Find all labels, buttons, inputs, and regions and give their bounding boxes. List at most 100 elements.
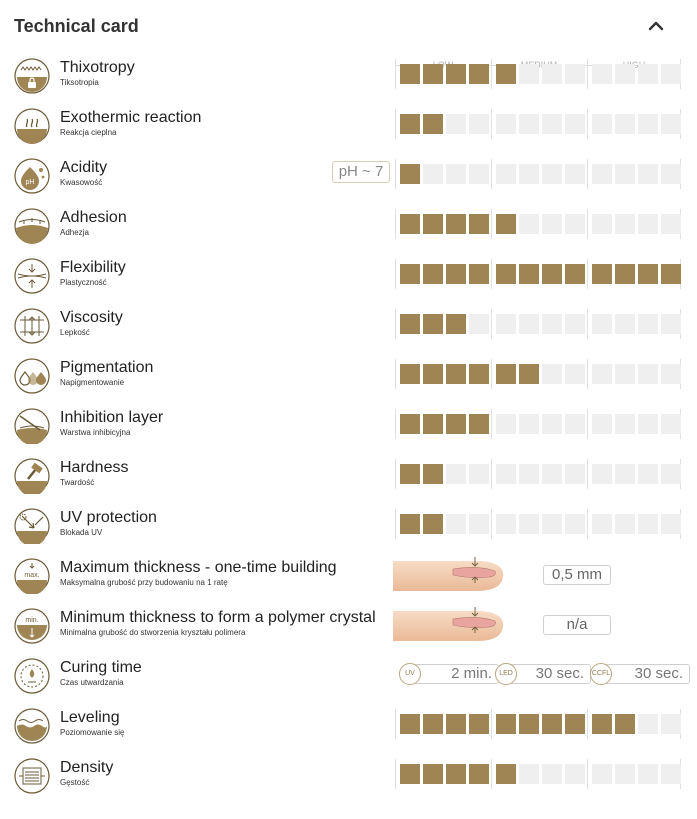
level-cell-filled [400,514,420,534]
curing-time-uv: 2 min. UV [399,663,499,685]
level-cell-empty [661,714,681,734]
level-cell-empty [615,514,635,534]
level-cell-filled [423,114,443,134]
property-subtitle: Blokada UV [60,528,103,537]
property-name: Maximum thickness - one-time building [60,559,337,576]
property-subtitle: Warstwa inhibicyjna [60,428,131,437]
level-separator [491,409,492,439]
property-subtitle: Gęstość [60,778,90,787]
level-cell-filled [496,214,516,234]
technical-card-header[interactable]: Technical card [14,14,674,38]
level-separator [395,359,396,389]
level-cell-empty [615,64,635,84]
level-cell-filled [446,264,466,284]
level-cell-empty [615,364,635,384]
curing-time-icon [14,658,50,694]
curing-time-led: 30 sec. LED [495,663,591,685]
level-cell-empty [592,164,612,184]
level-cell-filled [661,264,681,284]
level-separator [587,59,588,89]
level-cell-filled [400,714,420,734]
level-cell-filled [638,264,658,284]
level-meter [395,759,681,789]
level-cell-empty [661,364,681,384]
thickness-value: 0,5 mm [543,565,611,585]
level-cell-filled [592,264,612,284]
level-cell-empty [565,114,585,134]
property-row: Pigmentation Napigmentowanie [14,355,684,399]
property-name: Flexibility [60,259,126,276]
level-cell-empty [592,464,612,484]
property-subtitle: Adhezja [60,228,89,237]
level-cell-empty [661,314,681,334]
level-cell-filled [469,714,489,734]
property-row: Flexibility Plastyczność [14,255,684,299]
level-cell-empty [565,314,585,334]
level-cell-filled [423,514,443,534]
property-subtitle: Reakcja cieplna [60,128,117,137]
level-cell-filled [592,714,612,734]
level-cell-filled [615,714,635,734]
level-cell-filled [469,214,489,234]
level-cell-empty [519,64,539,84]
property-name: Leveling [60,709,120,726]
min-thickness-icon: min. [14,608,50,644]
level-cell-filled [400,264,420,284]
property-row: Density Gęstość [14,755,684,799]
level-cell-empty [565,164,585,184]
level-separator [395,409,396,439]
level-separator [491,109,492,139]
level-separator [395,59,396,89]
level-cell-empty [446,514,466,534]
level-cell-filled [496,264,516,284]
level-separator [587,309,588,339]
level-cell-filled [469,364,489,384]
level-separator [395,259,396,289]
level-cell-empty [661,464,681,484]
level-separator [587,109,588,139]
level-cell-empty [592,64,612,84]
level-cell-empty [661,414,681,434]
level-cell-empty [592,514,612,534]
level-separator [395,309,396,339]
level-cell-filled [446,64,466,84]
uv-protection-icon [14,508,50,544]
level-separator [491,259,492,289]
level-cell-empty [519,464,539,484]
level-cell-empty [592,764,612,784]
level-cell-filled [400,114,420,134]
lamp-type-badge: UV [399,663,421,685]
level-cell-empty [542,414,562,434]
property-row: pH Acidity Kwasowość pH ~ 7 [14,155,684,199]
level-meter [395,309,681,339]
level-meter [395,109,681,139]
level-cell-filled [423,364,443,384]
level-cell-empty [565,64,585,84]
property-row: min. Minimum thickness to form a polymer … [14,605,684,649]
property-name: Inhibition layer [60,409,164,426]
property-row: max. Maximum thickness - one-time buildin… [14,555,684,599]
finger-nail-illustration [393,607,504,641]
level-cell-empty [565,364,585,384]
exothermic-icon [14,108,50,144]
property-name: Thixotropy [60,59,135,76]
curing-time-ccfl: 30 sec. CCFL [590,663,690,685]
property-name: UV protection [60,509,157,526]
finger-nail-illustration [393,557,504,591]
level-separator [587,759,588,789]
property-subtitle: Minimalna grubość do stworzenia kryształ… [60,628,246,637]
level-cell-empty [615,464,635,484]
property-subtitle: Poziomowanie się [60,728,125,737]
level-cell-empty [496,114,516,134]
level-cell-empty [519,764,539,784]
chevron-up-icon[interactable] [646,16,666,36]
level-cell-filled [423,764,443,784]
property-subtitle: Twardość [60,478,95,487]
inhibition-layer-icon [14,408,50,444]
level-cell-filled [469,764,489,784]
level-separator [395,109,396,139]
property-subtitle: Maksymalna grubość przy budowaniu na 1 r… [60,578,228,587]
level-cell-empty [542,764,562,784]
level-cell-empty [469,314,489,334]
property-subtitle: Lepkość [60,328,90,337]
